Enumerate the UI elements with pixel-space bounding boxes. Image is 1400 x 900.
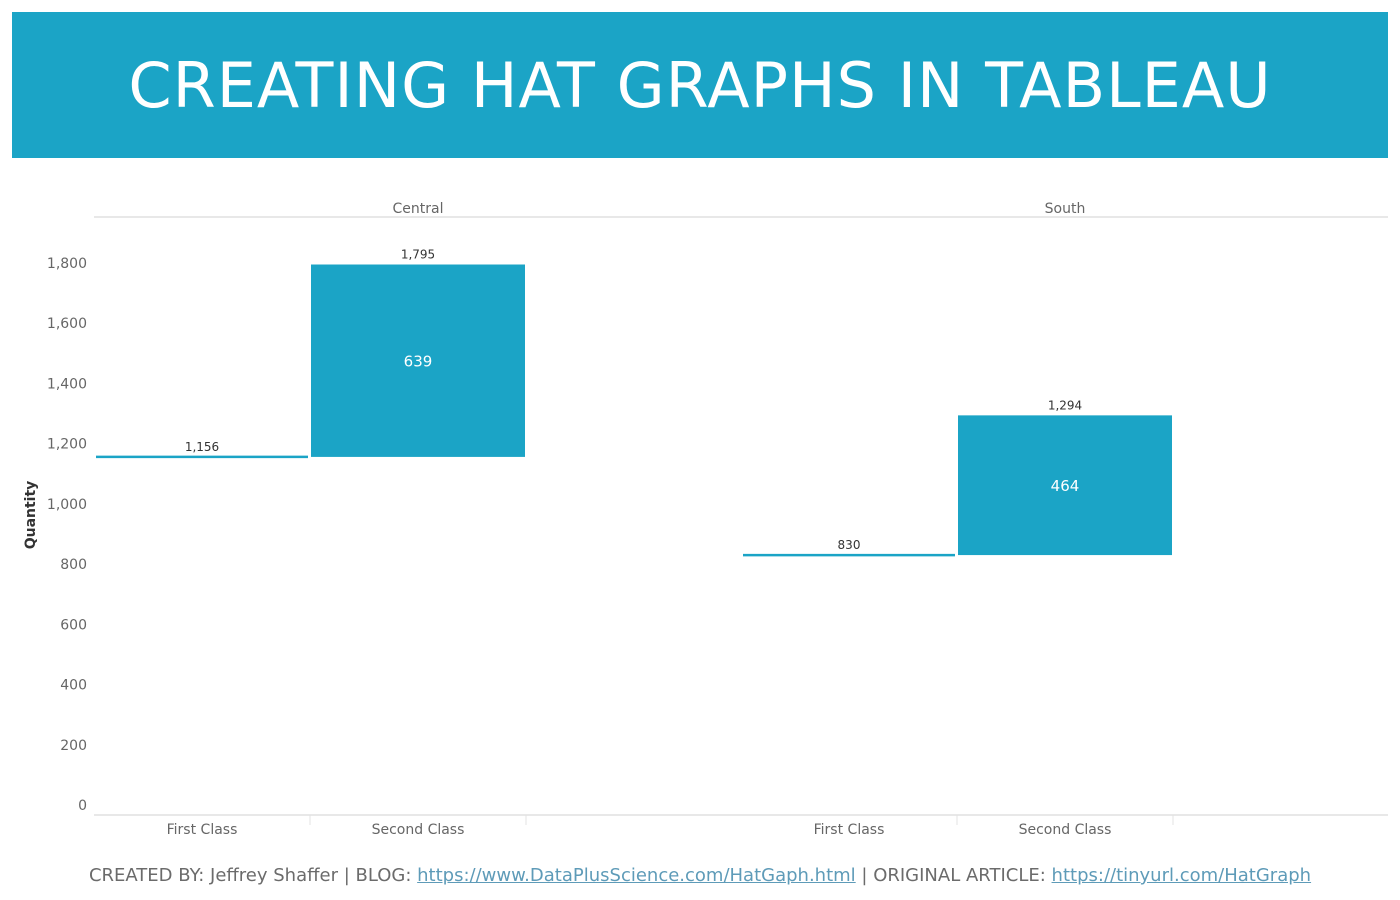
second-class-hat-bar-south	[958, 415, 1172, 556]
hat-graph-chart: Quantity 0 200 400 600 800 1,000 1,200 1,400 1,6…	[23, 201, 1388, 838]
first-class-value-label: 1,156	[185, 440, 219, 454]
y-tick-label: 800	[60, 557, 87, 573]
page-title: CREATING HAT GRAPHS IN TABLEAU	[128, 48, 1272, 122]
second-class-value-label: 1,795	[401, 248, 435, 262]
panel-header-south: South	[1045, 201, 1086, 217]
x-tick-label: Second Class	[372, 822, 465, 838]
x-tick-label: First Class	[814, 822, 885, 838]
blog-link[interactable]: https://www.DataPlusScience.com/HatGaph.…	[417, 865, 856, 886]
y-tick-label: 600	[60, 617, 87, 633]
y-tick-label: 0	[78, 798, 87, 814]
y-tick-label: 200	[60, 738, 87, 754]
second-class-hat-bar-central	[311, 264, 525, 457]
y-tick-label: 1,400	[47, 376, 87, 392]
x-tick-label: First Class	[167, 822, 238, 838]
footer-article-label: | ORIGINAL ARTICLE:	[855, 865, 1052, 886]
y-tick-label: 1,000	[47, 497, 87, 513]
footer-credits: CREATED BY: Jeffrey Shaffer | BLOG: http…	[0, 865, 1400, 886]
difference-label: 639	[404, 353, 433, 371]
second-class-value-label: 1,294	[1048, 398, 1082, 412]
first-class-value-label: 830	[838, 538, 861, 552]
footer-created-by: CREATED BY: Jeffrey Shaffer | BLOG:	[88, 865, 418, 886]
article-link[interactable]: https://tinyurl.com/HatGraph	[1051, 865, 1312, 886]
y-tick-label: 1,200	[47, 437, 87, 453]
y-tick-label: 1,800	[47, 256, 87, 272]
y-axis-title: Quantity	[23, 481, 39, 550]
x-tick-label: Second Class	[1019, 822, 1112, 838]
title-banner: CREATING HAT GRAPHS IN TABLEAU	[12, 12, 1388, 158]
y-tick-label: 400	[60, 678, 87, 694]
y-tick-label: 1,600	[47, 316, 87, 332]
difference-label: 464	[1051, 477, 1080, 495]
panel-header-central: Central	[393, 201, 444, 217]
